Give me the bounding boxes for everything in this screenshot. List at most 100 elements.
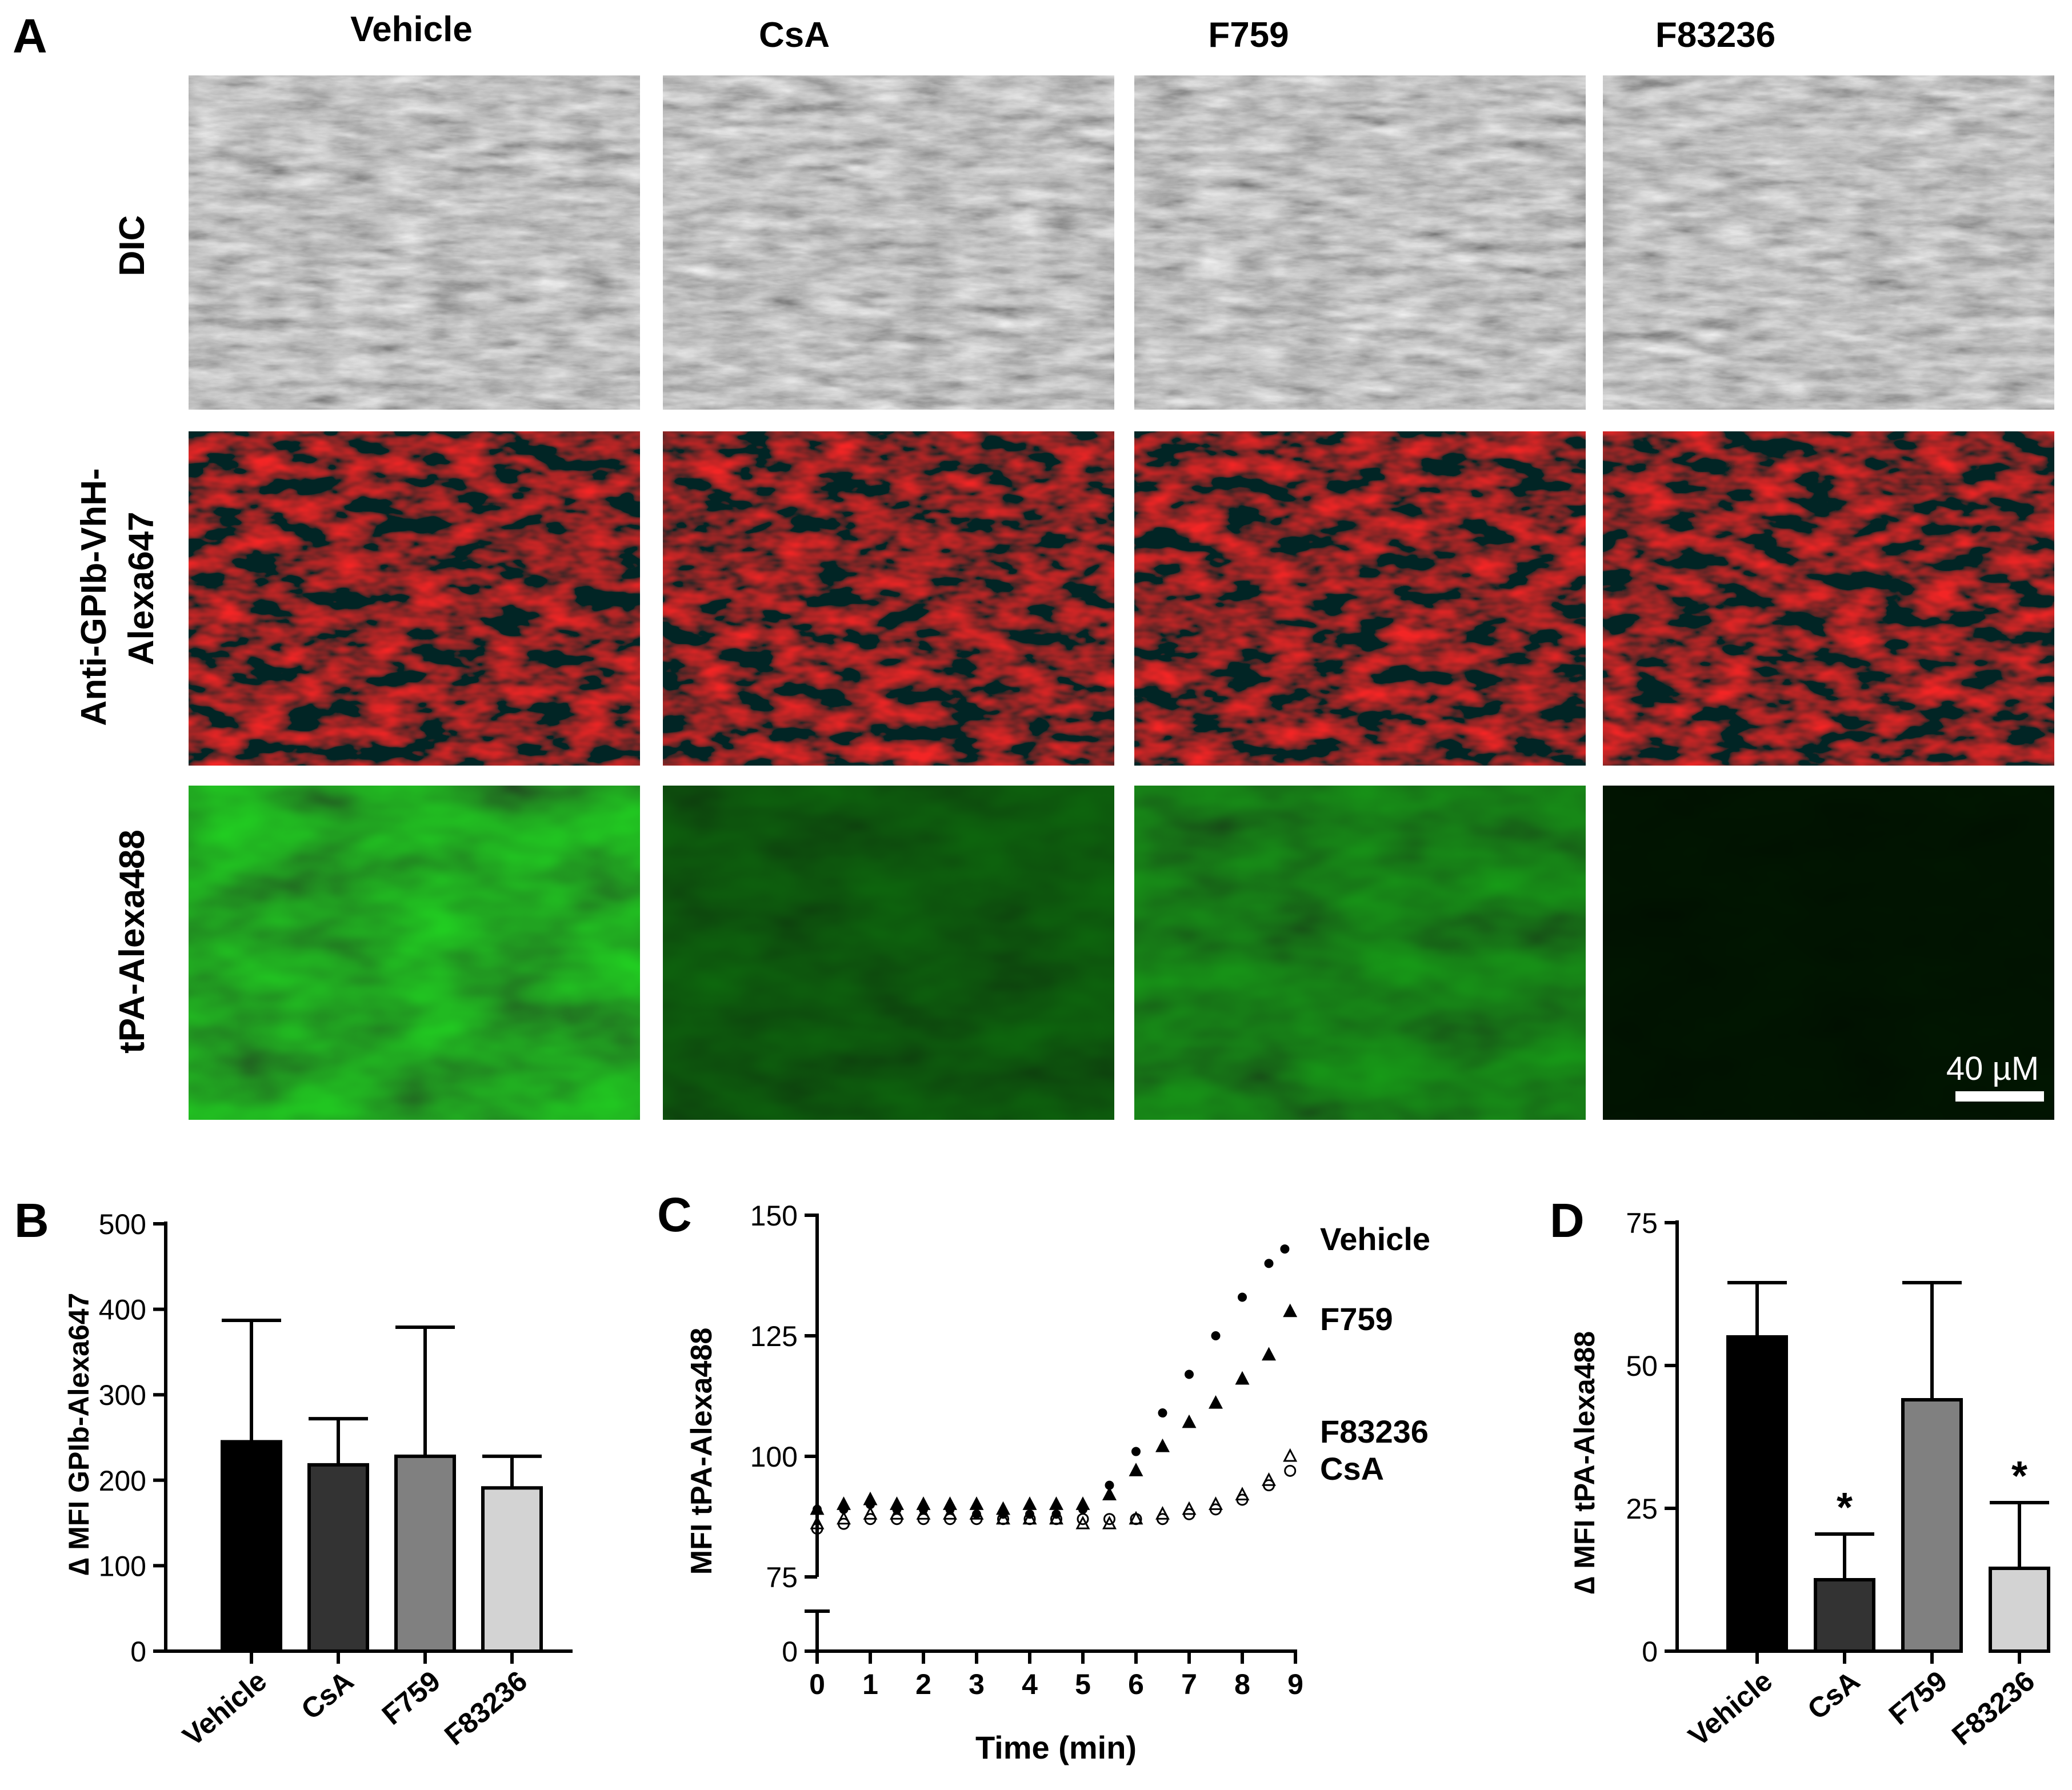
data-point [1236, 1493, 1249, 1506]
data-point [864, 1513, 877, 1525]
bar-f83236 [481, 1486, 543, 1653]
chart-d: ∆ MFI tPA-Alexa488 0 25 50 75 Vehicle CsA * F75… [1569, 1207, 2050, 1752]
micrograph-tpa-f83236 [1603, 786, 2054, 1120]
y-tick-label: 100 [99, 1550, 146, 1582]
series-vehicle [813, 1244, 1290, 1519]
data-point [969, 1506, 984, 1520]
bar-f759 [1901, 1398, 1963, 1653]
row-label-tpa: tPA-Alexa488 [113, 830, 152, 1054]
y-tick-label: 0 [130, 1636, 146, 1668]
data-point [811, 1523, 823, 1535]
y-tick-label: 500 [99, 1208, 146, 1240]
data-point [917, 1513, 930, 1525]
data-point [837, 1511, 851, 1525]
x-tick-label-f83236: F83236 [1946, 1665, 2041, 1752]
micrograph-gpib-f83236 [1603, 431, 2054, 766]
y-tick-label: 400 [99, 1294, 146, 1326]
y-tick-label: 75 [1626, 1207, 1658, 1239]
x-tick-label-csa: CsA [295, 1665, 359, 1726]
series-label-f83236: F83236 [1320, 1413, 1429, 1449]
data-point [863, 1506, 878, 1520]
panel-label-b: B [14, 1194, 49, 1247]
bar-vehicle [1726, 1335, 1788, 1653]
x-tick-label: 9 [1287, 1668, 1303, 1700]
data-point [1283, 1303, 1298, 1318]
y-tick-label: 75 [766, 1561, 798, 1593]
data-point [1155, 1438, 1170, 1452]
data-point [997, 1513, 1009, 1525]
series-f83236 [810, 1448, 1298, 1529]
chart-c-xlabel: Time (min) [975, 1729, 1137, 1765]
data-point [1183, 1508, 1195, 1520]
x-tick-label-f83236: F83236 [438, 1665, 533, 1752]
panel-label-c: C [657, 1188, 692, 1242]
significance-star: * [2011, 1453, 2027, 1499]
x-tick-label: 2 [915, 1668, 931, 1700]
y-tick-label: 50 [1626, 1350, 1658, 1382]
row-headers: DIC Anti-GPIb-VhH- Alexa647 tPA-Alexa488 [74, 215, 161, 1054]
data-point [916, 1506, 931, 1520]
data-point [1209, 1496, 1223, 1510]
data-point [891, 1513, 903, 1525]
data-point [1210, 1503, 1222, 1516]
data-point [1103, 1513, 1115, 1525]
data-point [1263, 1479, 1275, 1492]
micrograph-grid [189, 75, 2054, 1120]
data-point [1129, 1463, 1143, 1476]
chart-c-ylabel: MFI tPA-Alexa488 [685, 1328, 718, 1575]
data-point [1105, 1480, 1114, 1490]
data-point [1130, 1513, 1142, 1525]
data-point [1235, 1371, 1250, 1385]
micrograph-dic-csa [663, 75, 1114, 410]
series-label-vehicle: Vehicle [1320, 1221, 1430, 1257]
x-tick-label: 0 [809, 1668, 825, 1700]
bar-f83236 [1989, 1567, 2050, 1653]
x-tick-label-csa: CsA [1801, 1665, 1866, 1726]
series-label-f759: F759 [1320, 1301, 1393, 1337]
data-point [1022, 1496, 1037, 1510]
data-point [837, 1496, 851, 1510]
row-label-dic: DIC [113, 215, 152, 277]
y-tick-label: 125 [750, 1320, 798, 1352]
data-point [970, 1513, 983, 1525]
data-point [1049, 1496, 1063, 1510]
data-point [838, 1517, 850, 1530]
scale-bar-line [1955, 1091, 2044, 1102]
bar-f759 [394, 1454, 456, 1653]
data-point [1182, 1501, 1197, 1515]
data-point [1075, 1496, 1090, 1510]
data-point [943, 1506, 957, 1520]
data-point [1262, 1347, 1276, 1361]
significance-star: * [1837, 1485, 1853, 1531]
series-f759 [810, 1303, 1298, 1515]
panel-label-a: A [13, 9, 47, 63]
micrograph-tpa-vehicle [189, 786, 640, 1120]
x-tick-label-f759: F759 [376, 1665, 446, 1731]
data-point [1077, 1513, 1089, 1525]
data-point [1264, 1259, 1274, 1268]
x-tick-label-f759: F759 [1883, 1665, 1953, 1731]
micrograph-dic-vehicle [189, 75, 640, 410]
data-point [1158, 1408, 1167, 1418]
x-tick-label: 6 [1128, 1668, 1144, 1700]
data-point [944, 1513, 956, 1525]
chart-d-ylabel: ∆ MFI tPA-Alexa488 [1569, 1331, 1601, 1594]
x-tick-label: 8 [1234, 1668, 1250, 1700]
y-tick-label: 0 [1642, 1636, 1658, 1668]
bar-csa [307, 1463, 369, 1653]
y-tick-label: 200 [99, 1465, 146, 1497]
bar-vehicle [221, 1440, 282, 1653]
data-point [1235, 1487, 1250, 1501]
data-point [1280, 1244, 1290, 1254]
x-tick-label: 3 [969, 1668, 985, 1700]
row-label-gpib-line1: Anti-GPIb-VhH- [74, 468, 114, 726]
data-point [1284, 1464, 1297, 1477]
y-tick-label: 100 [750, 1441, 798, 1473]
scale-bar: 40 µM [1946, 1050, 2044, 1102]
x-tick-label: 4 [1022, 1668, 1038, 1700]
data-point [1283, 1448, 1298, 1462]
y-tick-label: 300 [99, 1379, 146, 1411]
data-point [1238, 1292, 1247, 1302]
data-point [810, 1501, 825, 1515]
micrograph-tpa-csa [663, 786, 1114, 1120]
